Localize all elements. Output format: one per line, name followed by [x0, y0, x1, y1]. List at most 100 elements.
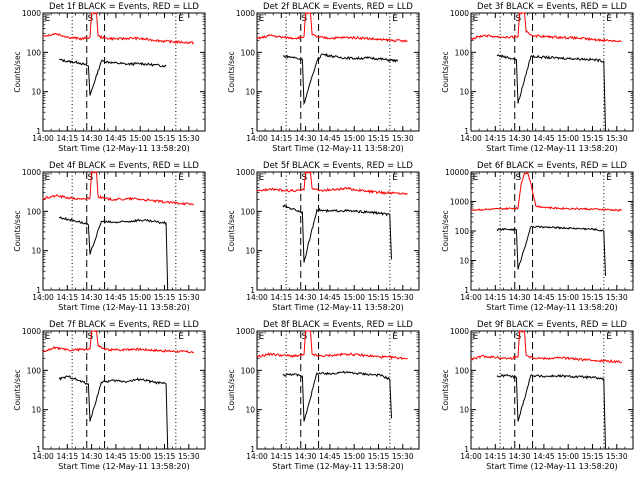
- marker-label: E: [259, 14, 265, 24]
- x-tick-label: 15:00: [129, 452, 151, 461]
- x-tick-label: 14:30: [81, 134, 103, 143]
- x-tick-label: 15:30: [178, 293, 200, 302]
- x-axis-label: Start Time (12-May-11 13:58:20): [58, 144, 189, 153]
- x-tick-label: 14:15: [484, 293, 506, 302]
- x-axis-label: Start Time (12-May-11 13:58:20): [486, 303, 617, 312]
- series-line-lld: [256, 330, 408, 360]
- x-tick-label: 15:15: [368, 452, 390, 461]
- x-tick-label: 15:15: [582, 134, 604, 143]
- x-tick-label: 15:00: [557, 134, 579, 143]
- marker-label: E: [606, 14, 612, 24]
- x-tick-label: 14:00: [460, 452, 482, 461]
- x-tick-label: 14:45: [105, 293, 127, 302]
- y-tick-label: 10: [245, 88, 255, 97]
- panel-6: Det 6f BLACK = Events, RED = LLD 1 10 100 10…: [441, 161, 634, 312]
- x-tick-label: 14:00: [460, 134, 482, 143]
- x-tick-label: 15:15: [368, 134, 390, 143]
- series-line-lld: [256, 12, 408, 43]
- plot-frame: [42, 12, 206, 132]
- x-tick-label: 15:30: [606, 134, 628, 143]
- panel-title: Det 9f BLACK = Events, RED = LLD: [477, 320, 627, 330]
- y-tick-label: 100: [241, 48, 256, 57]
- x-tick-label: 14:15: [56, 134, 78, 143]
- x-tick-label: 15:30: [392, 452, 414, 461]
- y-tick-label: 1: [250, 286, 255, 295]
- plot-frame: [470, 171, 634, 291]
- y-tick-label: 100: [455, 366, 470, 375]
- y-axis-label: Counts/sec: [227, 51, 236, 92]
- y-tick-label: 1000: [450, 9, 469, 18]
- marker-label: S: [88, 332, 94, 342]
- x-tick-label: 14:15: [56, 452, 78, 461]
- series-line-events: [282, 204, 392, 263]
- y-tick-label: 1000: [236, 168, 255, 177]
- x-tick-label: 15:15: [154, 293, 176, 302]
- marker-label: S: [88, 173, 94, 183]
- y-tick-label: 10: [245, 406, 255, 415]
- x-tick-label: 15:30: [392, 293, 414, 302]
- panel-2: Det 2f BLACK = Events, RED = LLD 1 10 100 10…: [227, 2, 420, 153]
- x-tick-label: 14:15: [270, 134, 292, 143]
- panel-4: Det 4f BLACK = Events, RED = LLD 1 10 100 10…: [13, 161, 206, 312]
- y-tick-label: 100: [27, 366, 42, 375]
- y-tick-label: 1: [250, 127, 255, 136]
- series-line-lld: [470, 12, 622, 43]
- x-tick-label: 15:00: [129, 134, 151, 143]
- panel-9: Det 9f BLACK = Events, RED = LLD 1 10 100 10…: [441, 320, 634, 471]
- series-line-events: [282, 370, 392, 422]
- panel-title: Det 7f BLACK = Events, RED = LLD: [49, 320, 199, 330]
- marker-label: E: [45, 332, 51, 342]
- x-tick-label: 14:15: [270, 452, 292, 461]
- y-axis-label: Counts/sec: [13, 210, 22, 251]
- marker-label: S: [516, 332, 522, 342]
- marker-label: E: [178, 173, 184, 183]
- x-tick-label: 14:30: [509, 452, 531, 461]
- panel-title: Det 3f BLACK = Events, RED = LLD: [477, 2, 627, 12]
- x-axis-label: Start Time (12-May-11 13:58:20): [486, 144, 617, 153]
- y-tick-label: 10: [459, 406, 469, 415]
- series-line-events: [58, 216, 169, 291]
- y-tick-label: 1: [464, 127, 469, 136]
- y-tick-label: 1: [36, 127, 41, 136]
- x-axis-label: Start Time (12-May-11 13:58:20): [486, 462, 617, 471]
- marker-label: E: [259, 332, 265, 342]
- panel-title: Det 1f BLACK = Events, RED = LLD: [49, 2, 199, 12]
- y-tick-label: 100: [241, 366, 256, 375]
- y-axis-label: Counts/sec: [441, 51, 450, 92]
- y-tick-label: 100: [241, 207, 256, 216]
- series-line-events: [58, 58, 167, 96]
- y-tick-label: 100: [455, 227, 470, 236]
- x-tick-label: 15:15: [368, 293, 390, 302]
- marker-label: E: [45, 173, 51, 183]
- x-tick-label: 14:15: [484, 134, 506, 143]
- x-tick-label: 14:30: [295, 293, 317, 302]
- y-tick-label: 1000: [22, 168, 41, 177]
- x-tick-label: 15:15: [582, 293, 604, 302]
- marker-label: E: [259, 173, 265, 183]
- plot-frame: [470, 12, 634, 132]
- x-tick-label: 14:30: [81, 293, 103, 302]
- x-tick-label: 14:30: [509, 293, 531, 302]
- y-axis-label: Counts/sec: [13, 51, 22, 92]
- plot-frame: [470, 330, 634, 450]
- series-line-events: [496, 225, 606, 276]
- y-tick-label: 10: [31, 247, 41, 256]
- x-tick-label: 14:45: [105, 134, 127, 143]
- y-tick-label: 1: [250, 445, 255, 454]
- panel-title: Det 6f BLACK = Events, RED = LLD: [477, 161, 627, 171]
- x-tick-label: 14:00: [32, 293, 54, 302]
- x-tick-label: 14:30: [295, 134, 317, 143]
- y-tick-label: 100: [27, 207, 42, 216]
- marker-label: E: [473, 332, 479, 342]
- marker-label: E: [178, 14, 184, 24]
- x-tick-label: 14:00: [460, 293, 482, 302]
- x-tick-label: 14:45: [105, 452, 127, 461]
- y-tick-label: 100: [27, 48, 42, 57]
- series-line-events: [58, 375, 169, 450]
- x-tick-label: 14:30: [295, 452, 317, 461]
- panel-title: Det 2f BLACK = Events, RED = LLD: [263, 2, 413, 12]
- y-tick-label: 1000: [450, 198, 469, 207]
- y-tick-label: 10: [31, 88, 41, 97]
- x-tick-label: 15:00: [343, 134, 365, 143]
- x-tick-label: 15:30: [178, 452, 200, 461]
